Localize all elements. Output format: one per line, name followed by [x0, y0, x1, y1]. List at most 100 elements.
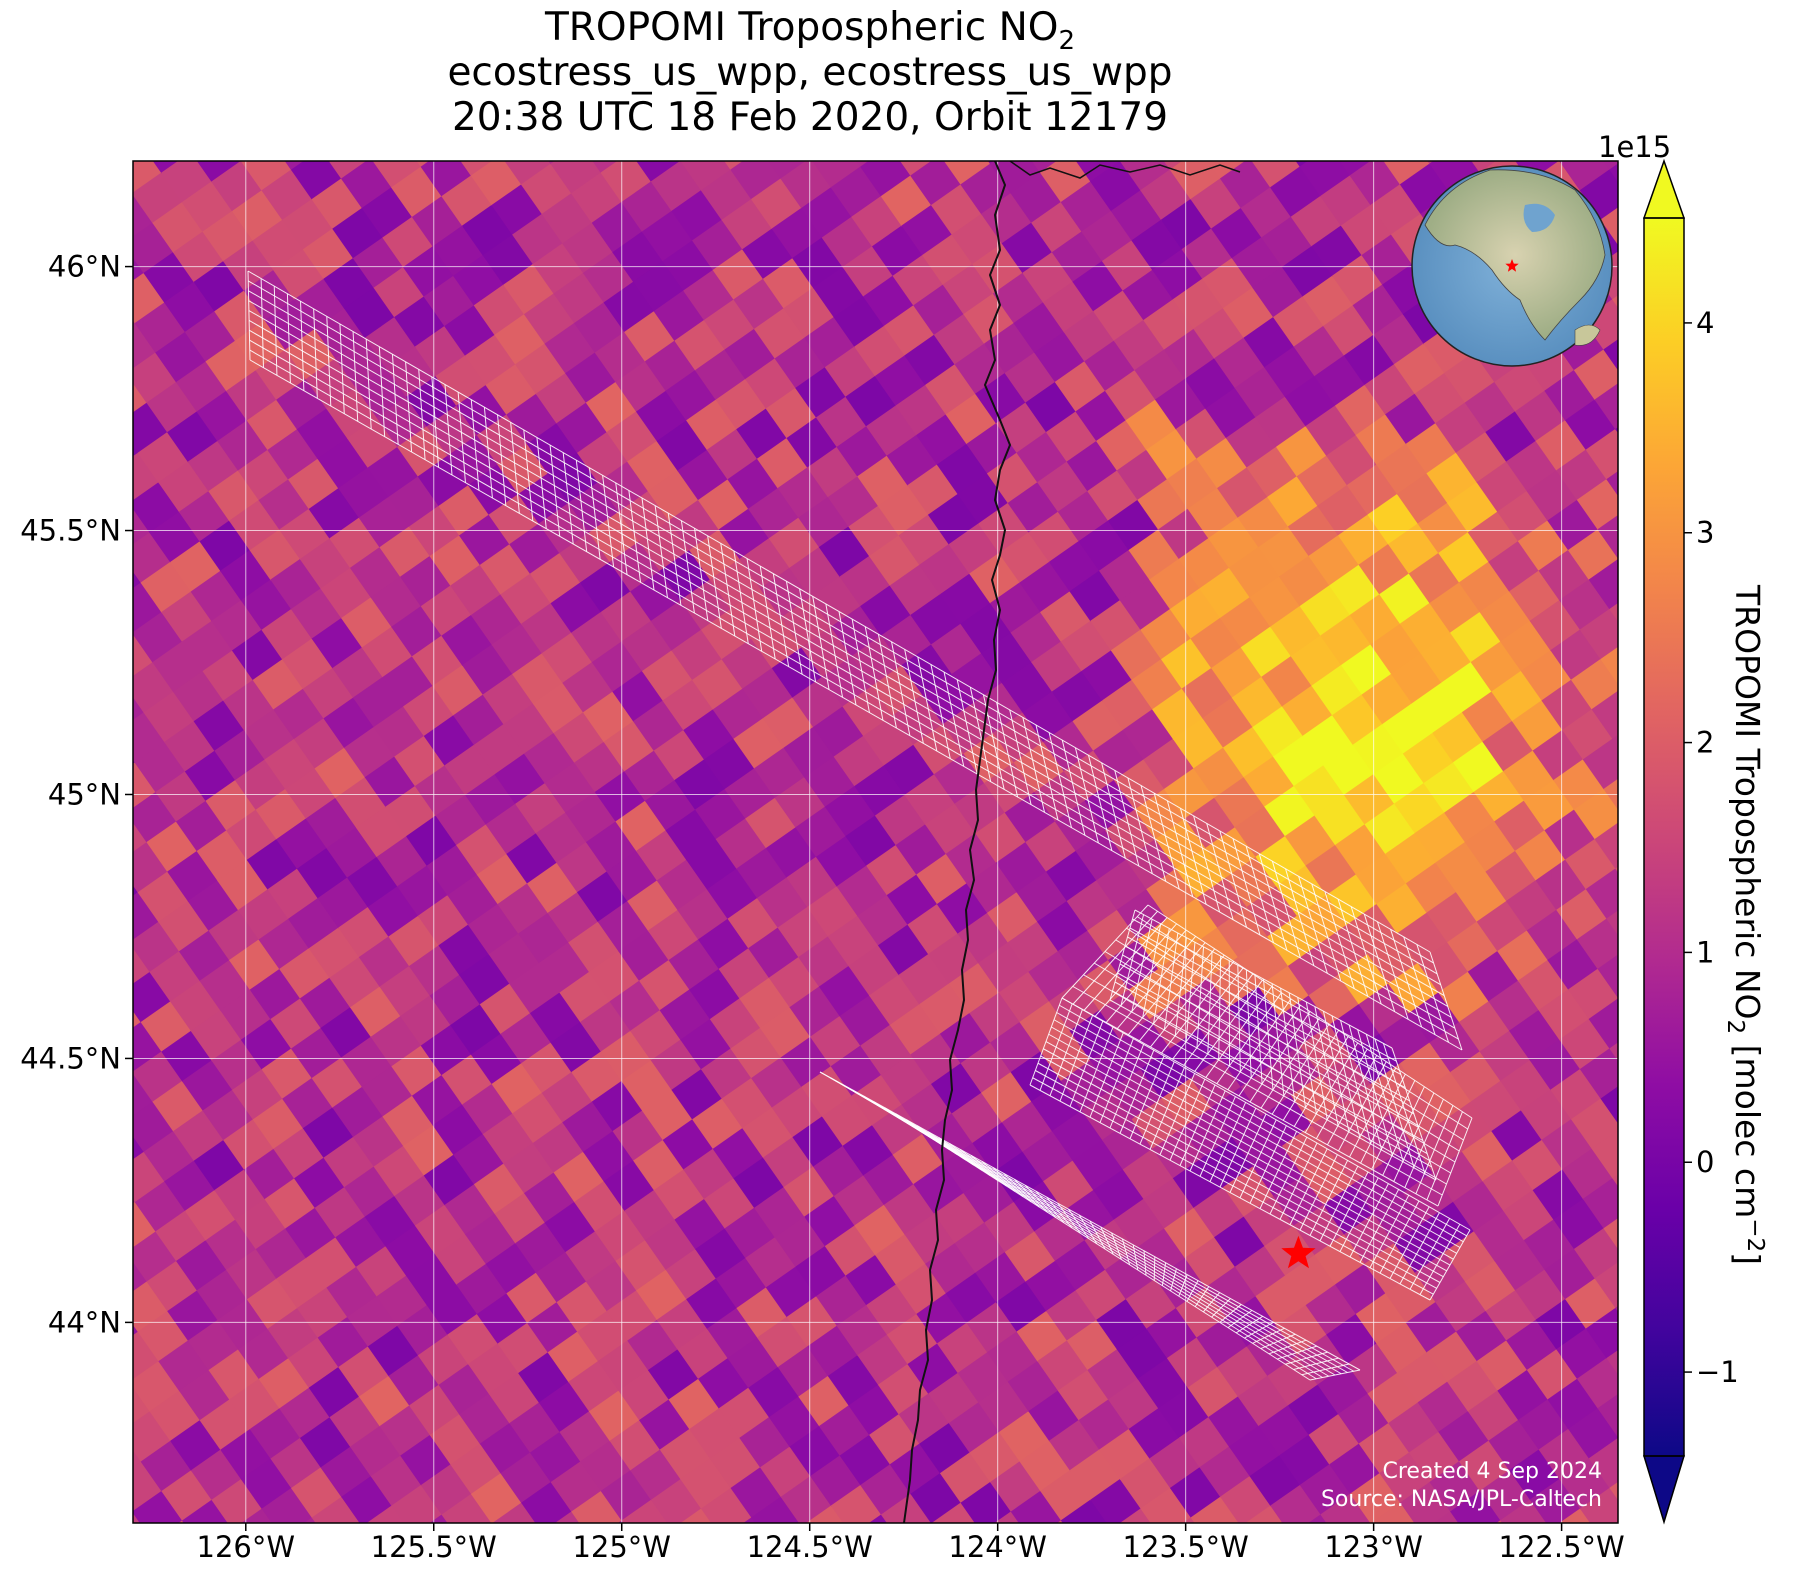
no2-pixel: [1585, 1307, 1618, 1359]
footprint-grid-line: [1340, 1020, 1372, 1145]
no2-pixel-layer: [70, 101, 1618, 1523]
no2-pixel: [133, 602, 134, 655]
footprint-grid-line: [1271, 1023, 1330, 1115]
footprint-grid-line: [247, 270, 251, 361]
no2-pixel: [1594, 378, 1618, 430]
colorbar-exponent: 1e15: [1598, 130, 1672, 164]
footprint-grid-line: [1331, 1015, 1361, 1139]
lon-ticks: 126°W 125.5°W 125°W 124.5°W 124°W 123.5°W 123°…: [197, 1523, 1625, 1564]
footprint-grid-line: [1069, 1021, 1104, 1107]
footprint-grid-line: [1206, 823, 1234, 920]
footprint-grid-line: [877, 634, 897, 729]
footprint-grid-line: [1014, 1178, 1048, 1213]
title-line-3: 20:38 UTC 18 Feb 2020, Orbit 12179: [451, 95, 1169, 140]
footprint-grid-line: [1083, 917, 1168, 1011]
no2-pixel: [529, 161, 582, 165]
footprint-grid-line: [1149, 1067, 1185, 1150]
footprint-grid-line: [457, 392, 466, 483]
footprint-grid-line: [720, 543, 736, 637]
no2-pixel: [1597, 947, 1618, 1000]
footprint-grid-line: [1415, 1105, 1454, 1194]
globe-land-south: [1574, 324, 1601, 346]
footprint-grid-line: [1152, 928, 1170, 1025]
colorbar-tick-label: 0: [1696, 1145, 1714, 1179]
no2-pixel: [1603, 1207, 1618, 1259]
footprint-grid-line: [1293, 1357, 1339, 1371]
footprint-grid-line: [1194, 979, 1263, 1072]
colorbar-tick-label: 2: [1696, 726, 1714, 760]
footprint-grid-line: [1131, 919, 1153, 1013]
footprint-grid-line: [1120, 914, 1145, 1007]
footprint-grid-line: [470, 399, 480, 491]
footprint-grid-line: [588, 467, 601, 560]
no2-pixel: [170, 101, 222, 153]
footprint-grid-line: [1169, 1079, 1206, 1161]
footprint-grid-line: [536, 437, 547, 529]
no2-pixel: [789, 107, 841, 159]
footprint-grid-line: [891, 641, 911, 736]
footprint-grid-line: [286, 293, 291, 384]
footprint-grid-line: [1219, 1304, 1242, 1323]
footprint-grid-line: [1311, 883, 1342, 982]
footprint-grid-line: [1258, 853, 1288, 951]
footprint-grid-line: [1079, 1026, 1114, 1113]
footprint-grid-line: [1235, 1315, 1264, 1334]
footprint-grid-line: [1389, 1206, 1430, 1279]
footprint-grid-line: [694, 528, 709, 621]
footprint-grid-line: [1089, 1220, 1106, 1250]
footprint-grid-line: [943, 671, 965, 767]
globe-land: [1424, 169, 1606, 341]
no2-pixel: [1594, 817, 1618, 870]
footprint-grid-line: [1059, 1015, 1094, 1102]
footprint-grid-line: [1061, 740, 1086, 836]
title-line-1: TROPOMI Tropospheric NO2: [0, 6, 1620, 63]
footer-source: Source: NASA/JPL-Caltech: [1321, 1487, 1602, 1512]
footprint-grid-line: [1029, 997, 1063, 1086]
no2-pixel: [133, 732, 137, 785]
footprint-grid-line: [1288, 992, 1307, 1109]
footprint-grid-line: [1061, 904, 1149, 999]
gridlines: [133, 161, 1618, 1523]
colorbar-tick-label: 4: [1696, 306, 1714, 340]
colorbar-tick-label: 1: [1696, 935, 1714, 969]
footprint-grid-line: [1263, 978, 1274, 1091]
footprint-grid-line: [772, 573, 790, 667]
footprint-grid-line: [1207, 951, 1213, 1055]
footprint-grid-line: [1078, 1214, 1098, 1245]
footprint-grid-line: [1237, 965, 1241, 1073]
no2-pixel: [133, 862, 140, 914]
footprint-grid-line: [927, 1131, 983, 1171]
footprint-grid-line: [1218, 955, 1222, 1061]
footprint-grid-line: [1244, 1321, 1274, 1339]
footprint-grid-line: [960, 1149, 1007, 1187]
footprint-grid-line: [1429, 1229, 1471, 1301]
no2-pixel: [1098, 161, 1151, 162]
footprint-grid-line: [992, 1166, 1032, 1203]
footprint-grid-line: [1363, 914, 1396, 1012]
footprint-grid-line: [1314, 1006, 1339, 1127]
globe-inset: [1411, 165, 1613, 367]
footprint-grid-line: [1119, 1050, 1155, 1134]
footprint-grid-line: [549, 444, 561, 537]
no2-pixel: [70, 963, 122, 1015]
footer-created: Created 4 Sep 2024: [1383, 1459, 1603, 1484]
footprint-grid-line: [707, 535, 722, 629]
footprint-grid-line: [1382, 1043, 1426, 1175]
footprint-grid-line: [1099, 1038, 1134, 1123]
footprint-grid-line: [339, 323, 345, 414]
site-star: [1281, 1235, 1316, 1269]
lon-tick-label: 124.5°W: [747, 1530, 873, 1564]
lat-tick-label: 44.5°N: [20, 1041, 121, 1075]
no2-pixel: [1603, 767, 1618, 820]
footprint-grid-line: [1088, 755, 1113, 851]
footprint-grid-line: [1127, 777, 1153, 874]
no2-pixel: [1538, 161, 1590, 162]
colorbar-tick-label: 3: [1696, 516, 1714, 550]
no2-pixel: [73, 1092, 125, 1144]
no2-pixel: [1278, 161, 1331, 168]
colorbar-gradient: [1644, 218, 1684, 1456]
footprint-grid-line: [1183, 973, 1254, 1066]
colorbar: −1 0 1 2 3 4: [1642, 158, 1739, 1525]
no2-pixel: [350, 107, 402, 159]
no2-pixel: [1588, 1437, 1618, 1489]
